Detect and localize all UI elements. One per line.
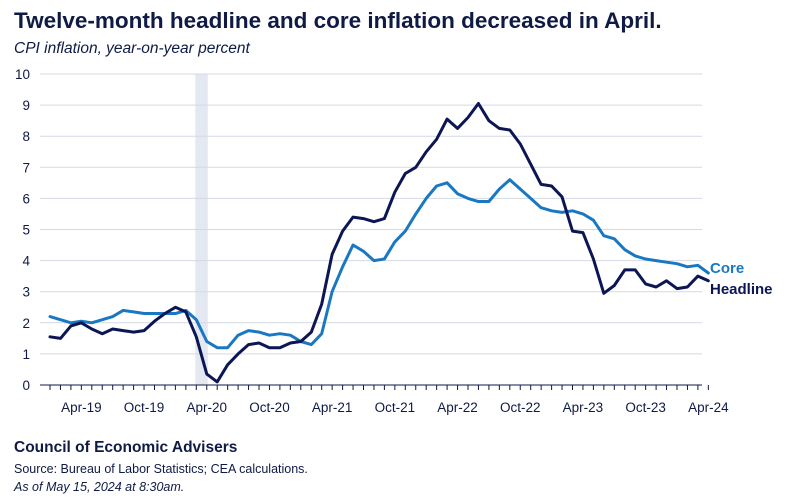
x-tick-label: Apr-24 (688, 400, 729, 415)
y-tick-label: 1 (22, 347, 30, 362)
y-tick-label: 6 (22, 191, 30, 206)
x-tick-label: Apr-21 (312, 400, 353, 415)
y-tick-label: 10 (15, 67, 30, 82)
y-tick-label: 8 (22, 129, 30, 144)
x-tick-label: Oct-19 (124, 400, 165, 415)
x-tick-label: Apr-23 (563, 400, 604, 415)
x-tick-label: Oct-23 (625, 400, 666, 415)
series-line-core (48, 178, 710, 350)
footer-source: Source: Bureau of Labor Statistics; CEA … (14, 462, 308, 476)
footer-as-of-date: As of May 15, 2024 at 8:30am. (14, 480, 185, 494)
x-tick-label: Apr-19 (61, 400, 102, 415)
chart-title: Twelve-month headline and core inflation… (14, 8, 662, 33)
y-tick-label: 5 (22, 223, 30, 238)
y-tick-label: 9 (22, 98, 30, 113)
y-tick-label: 2 (22, 316, 30, 331)
x-tick-label: Oct-21 (375, 400, 416, 415)
series-line-headline (48, 102, 710, 384)
y-tick-label: 4 (22, 254, 30, 269)
x-tick-label: Oct-20 (249, 400, 290, 415)
x-tick-label: Apr-22 (437, 400, 478, 415)
y-tick-label: 3 (22, 285, 30, 300)
x-tick-label: Apr-20 (186, 400, 227, 415)
chart-subtitle: CPI inflation, year-on-year percent (14, 40, 250, 57)
x-tick-label: Oct-22 (500, 400, 541, 415)
footer-organization: Council of Economic Advisers (14, 439, 238, 456)
legend-label-core: Core (710, 260, 744, 277)
y-tick-label: 0 (22, 378, 30, 393)
legend-label-headline: Headline (710, 281, 773, 298)
y-tick-label: 7 (22, 160, 30, 175)
